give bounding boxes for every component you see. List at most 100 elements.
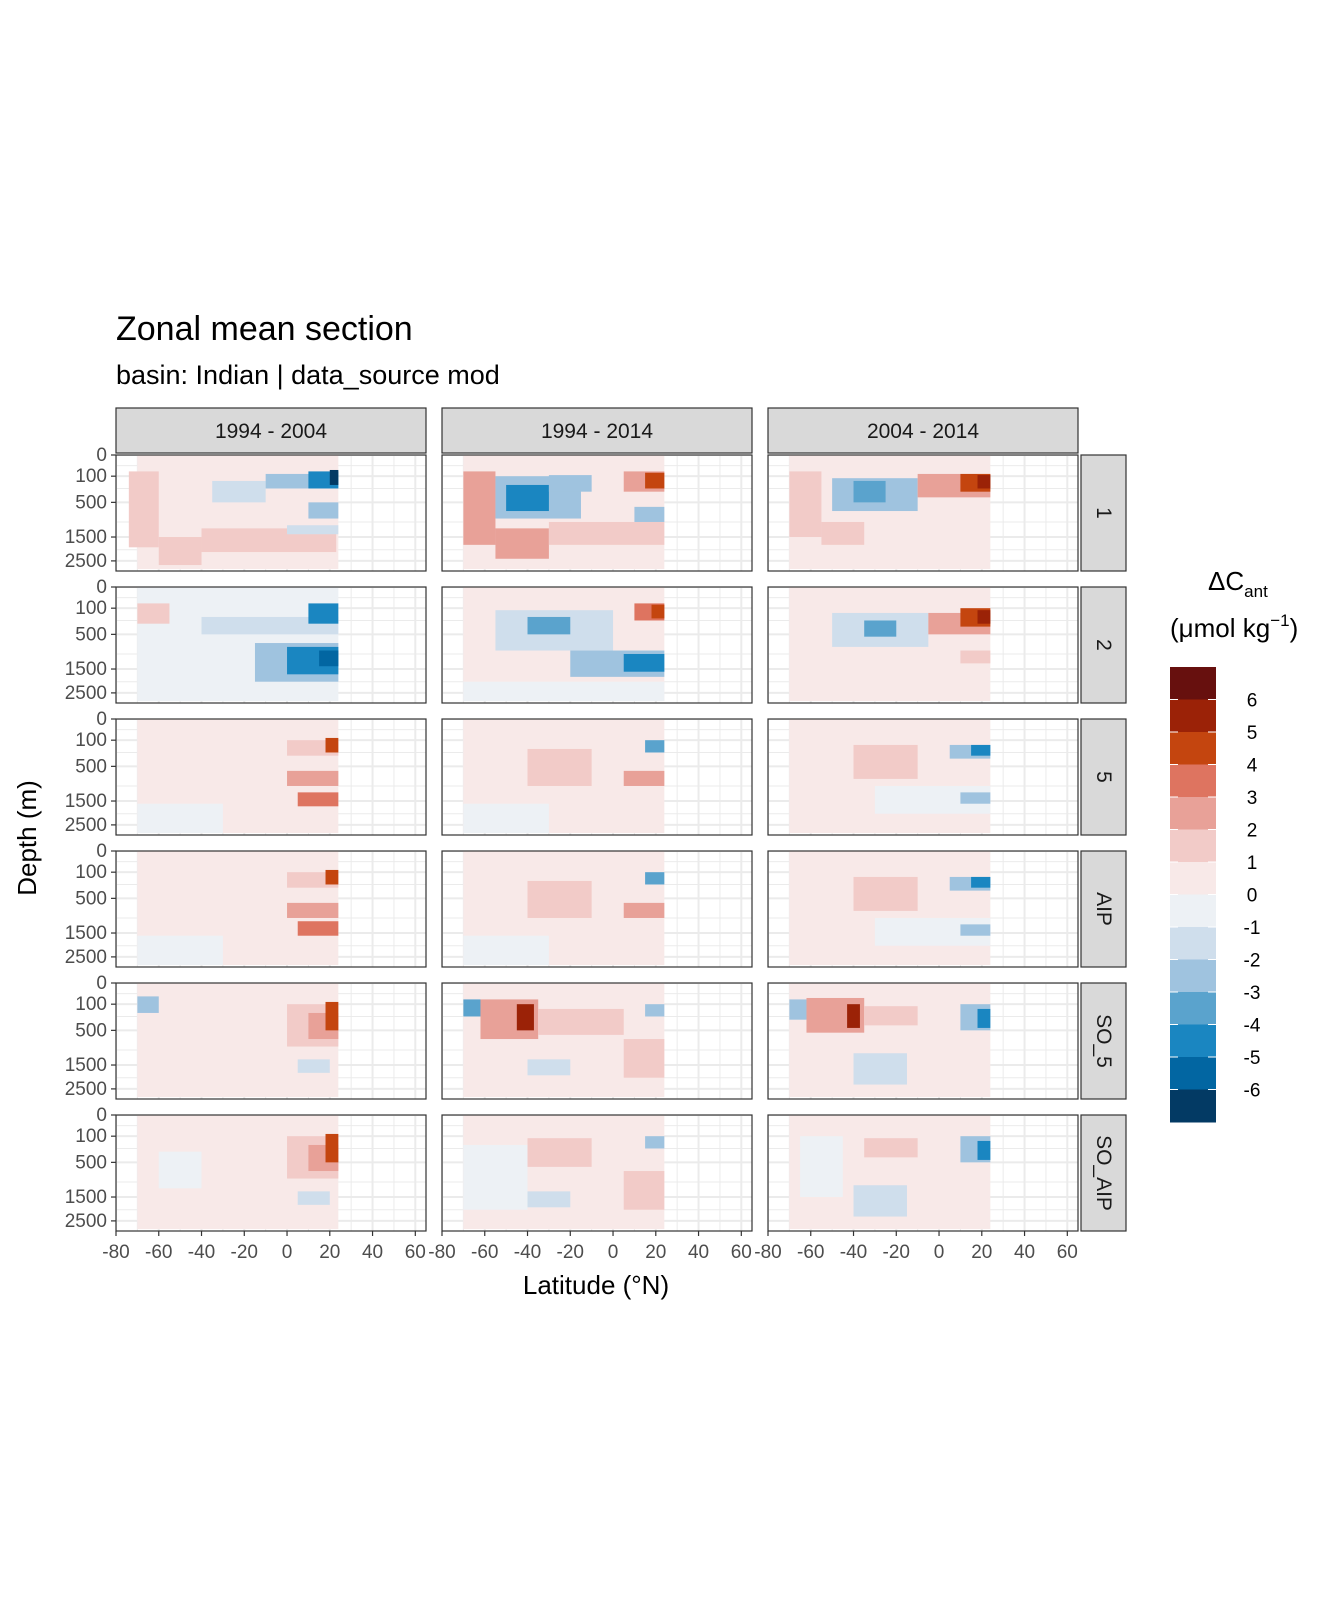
facet-panel bbox=[767, 454, 1079, 572]
y-tick-label: 500 bbox=[75, 492, 107, 513]
contour-region bbox=[853, 744, 918, 779]
legend-swatch bbox=[1170, 829, 1216, 863]
column-strip bbox=[767, 407, 1079, 454]
contour-region bbox=[137, 996, 159, 1013]
contour-region bbox=[463, 471, 496, 545]
panel-border bbox=[441, 718, 753, 836]
y-tick-label: 500 bbox=[75, 888, 107, 909]
facet-panel bbox=[767, 982, 1079, 1100]
facet-panel bbox=[767, 718, 1079, 836]
contour-field bbox=[789, 455, 991, 570]
x-tick-label: 20 bbox=[971, 1242, 992, 1263]
contour-region bbox=[971, 744, 991, 756]
contour-region bbox=[853, 480, 886, 503]
contour-field bbox=[463, 851, 665, 966]
contour-region bbox=[463, 999, 481, 1017]
facet-panel bbox=[441, 982, 753, 1100]
contour-region bbox=[538, 1008, 624, 1035]
column-strip bbox=[115, 407, 427, 454]
legend-swatch bbox=[1170, 1024, 1216, 1058]
x-tick-label: 60 bbox=[731, 1242, 752, 1263]
facet-panel bbox=[767, 1114, 1079, 1232]
y-tick-label: 500 bbox=[75, 1020, 107, 1041]
x-tick-label: 0 bbox=[934, 1242, 945, 1263]
x-tick-label: -60 bbox=[145, 1242, 172, 1263]
contour-region bbox=[977, 1140, 991, 1160]
row-strip bbox=[1080, 586, 1127, 704]
panel-border bbox=[767, 586, 1079, 704]
contour-region bbox=[495, 528, 549, 559]
legend-unit-pre: (μmol kg bbox=[1170, 613, 1270, 643]
facet-panel bbox=[115, 850, 427, 968]
contour-region bbox=[463, 1144, 528, 1210]
panel-border bbox=[115, 982, 427, 1100]
contour-region bbox=[864, 1006, 918, 1026]
contour-region bbox=[287, 770, 339, 786]
contour-region bbox=[548, 521, 665, 545]
panel-border bbox=[441, 454, 753, 572]
contour-region bbox=[645, 872, 665, 885]
row-strip bbox=[1080, 850, 1127, 968]
facet-panel bbox=[767, 850, 1079, 968]
legend-label: 0 bbox=[1247, 886, 1258, 907]
contour-region bbox=[864, 620, 897, 637]
row-strip bbox=[1080, 1114, 1127, 1232]
contour-region bbox=[516, 1004, 534, 1031]
row-strip-label: SO_AIP bbox=[1092, 1135, 1115, 1211]
panel-border bbox=[115, 1114, 427, 1232]
legend-swatch bbox=[1170, 862, 1216, 895]
contour-region bbox=[137, 803, 223, 834]
contour-region bbox=[128, 471, 159, 548]
x-tick-label: 60 bbox=[1057, 1242, 1078, 1263]
chart-subtitle: basin: Indian | data_source mod bbox=[116, 360, 500, 390]
legend-swatch bbox=[1170, 959, 1216, 993]
legend-unit-sup: −1 bbox=[1270, 611, 1289, 630]
contour-field bbox=[463, 719, 665, 834]
y-tick-label: 0 bbox=[96, 445, 107, 466]
legend-label: -4 bbox=[1244, 1016, 1261, 1037]
contour-region bbox=[325, 869, 339, 885]
contour-region bbox=[137, 603, 170, 624]
contour-field bbox=[463, 1115, 665, 1230]
legend-label: -2 bbox=[1244, 951, 1261, 972]
contour-region bbox=[297, 1191, 330, 1205]
y-tick-label: 1500 bbox=[65, 1055, 107, 1076]
contour-field bbox=[137, 719, 339, 834]
contour-region bbox=[463, 803, 549, 834]
panel-border bbox=[441, 982, 753, 1100]
contour-region bbox=[297, 1059, 330, 1073]
legend-unit: (μmol kg−1) bbox=[1170, 611, 1298, 643]
legend-label: -6 bbox=[1244, 1081, 1261, 1102]
y-tick-label: 100 bbox=[75, 730, 107, 751]
column-strip-label: 1994 - 2004 bbox=[215, 420, 327, 443]
contour-region bbox=[853, 1185, 907, 1217]
y-tick-label: 0 bbox=[96, 1105, 107, 1126]
x-tick-label: -80 bbox=[102, 1242, 129, 1263]
panel-border bbox=[767, 718, 1079, 836]
legend-label: 4 bbox=[1247, 756, 1258, 777]
y-tick-label: 2500 bbox=[65, 1079, 107, 1100]
legend-label: -3 bbox=[1244, 983, 1261, 1004]
contour-field bbox=[137, 983, 339, 1098]
contour-region bbox=[623, 1039, 665, 1078]
row-strip-label: AIP bbox=[1092, 892, 1115, 926]
panel-border bbox=[115, 850, 427, 968]
contour-region bbox=[651, 604, 665, 619]
facet-panel bbox=[441, 586, 753, 704]
y-tick-label: 100 bbox=[75, 862, 107, 883]
contour-region bbox=[960, 792, 991, 804]
y-tick-label: 500 bbox=[75, 624, 107, 645]
contour-region bbox=[158, 1151, 202, 1189]
contour-field bbox=[789, 983, 991, 1098]
contour-region bbox=[853, 876, 918, 911]
contour-region bbox=[506, 484, 549, 512]
facet-panel bbox=[767, 586, 1079, 704]
x-tick-label: 40 bbox=[362, 1242, 383, 1263]
contour-region bbox=[527, 1191, 571, 1208]
x-tick-label: -80 bbox=[428, 1242, 455, 1263]
facet-panel bbox=[115, 586, 427, 704]
legend-colorbar: 6 5 4 3 2 1 0 -1 -2 -3 -4 -5 -6 bbox=[1170, 667, 1261, 1123]
contour-region bbox=[960, 924, 991, 936]
x-tick-label: -20 bbox=[883, 1242, 910, 1263]
